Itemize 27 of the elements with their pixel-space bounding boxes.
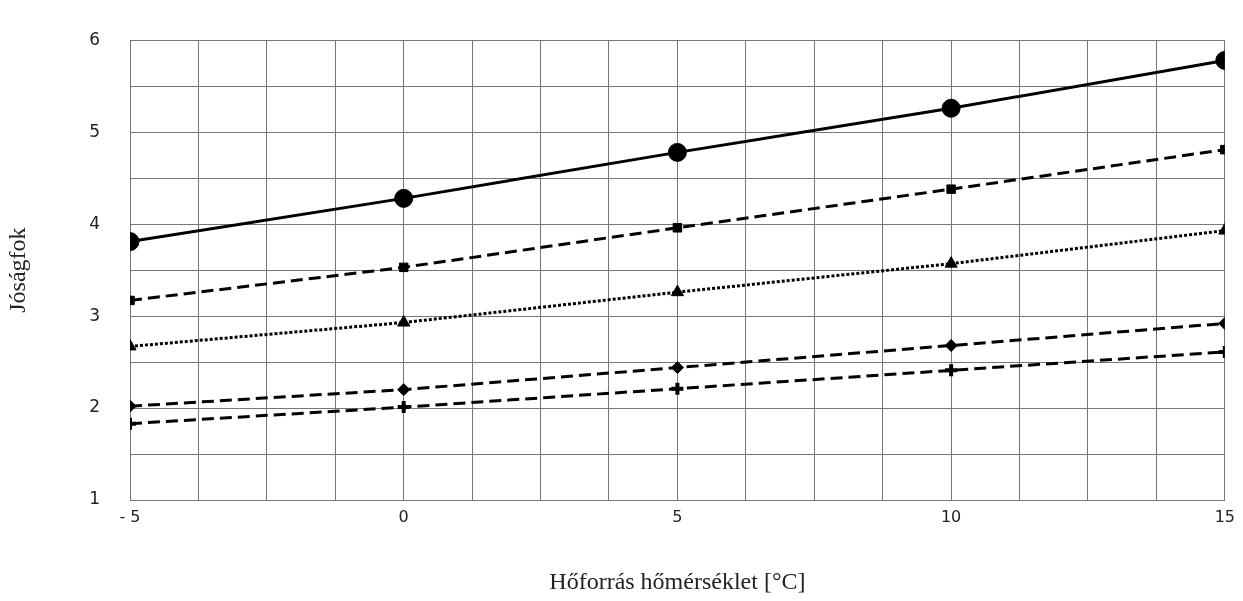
x-axis-title: Hőforrás hőmérséklet [°C] xyxy=(549,567,806,594)
y-tick-label: 4 xyxy=(89,212,100,233)
point xyxy=(397,315,411,327)
x-tick-label: - 5 xyxy=(119,506,141,526)
y-tick-label: 2 xyxy=(89,396,100,417)
point xyxy=(944,256,958,268)
point xyxy=(670,361,684,375)
point xyxy=(946,184,956,194)
y-axis-title: Jóságfok xyxy=(3,227,30,313)
point xyxy=(672,223,683,233)
point xyxy=(670,284,684,297)
point xyxy=(398,262,409,273)
y-tick-label: 1 xyxy=(89,488,100,509)
x-tick-label: 10 xyxy=(940,506,962,526)
x-tick-label: 5 xyxy=(672,506,683,526)
y-tick-label: 5 xyxy=(89,120,100,141)
point xyxy=(669,380,686,397)
x-tick-label: 0 xyxy=(398,506,409,526)
y-tick-label: 3 xyxy=(89,304,100,325)
point xyxy=(397,383,411,397)
point xyxy=(394,188,414,208)
point xyxy=(943,362,960,379)
point xyxy=(944,339,958,353)
point xyxy=(941,98,961,118)
x-tick-label: 15 xyxy=(1214,506,1235,526)
point xyxy=(667,142,687,162)
y-tick-label: 6 xyxy=(89,28,100,49)
